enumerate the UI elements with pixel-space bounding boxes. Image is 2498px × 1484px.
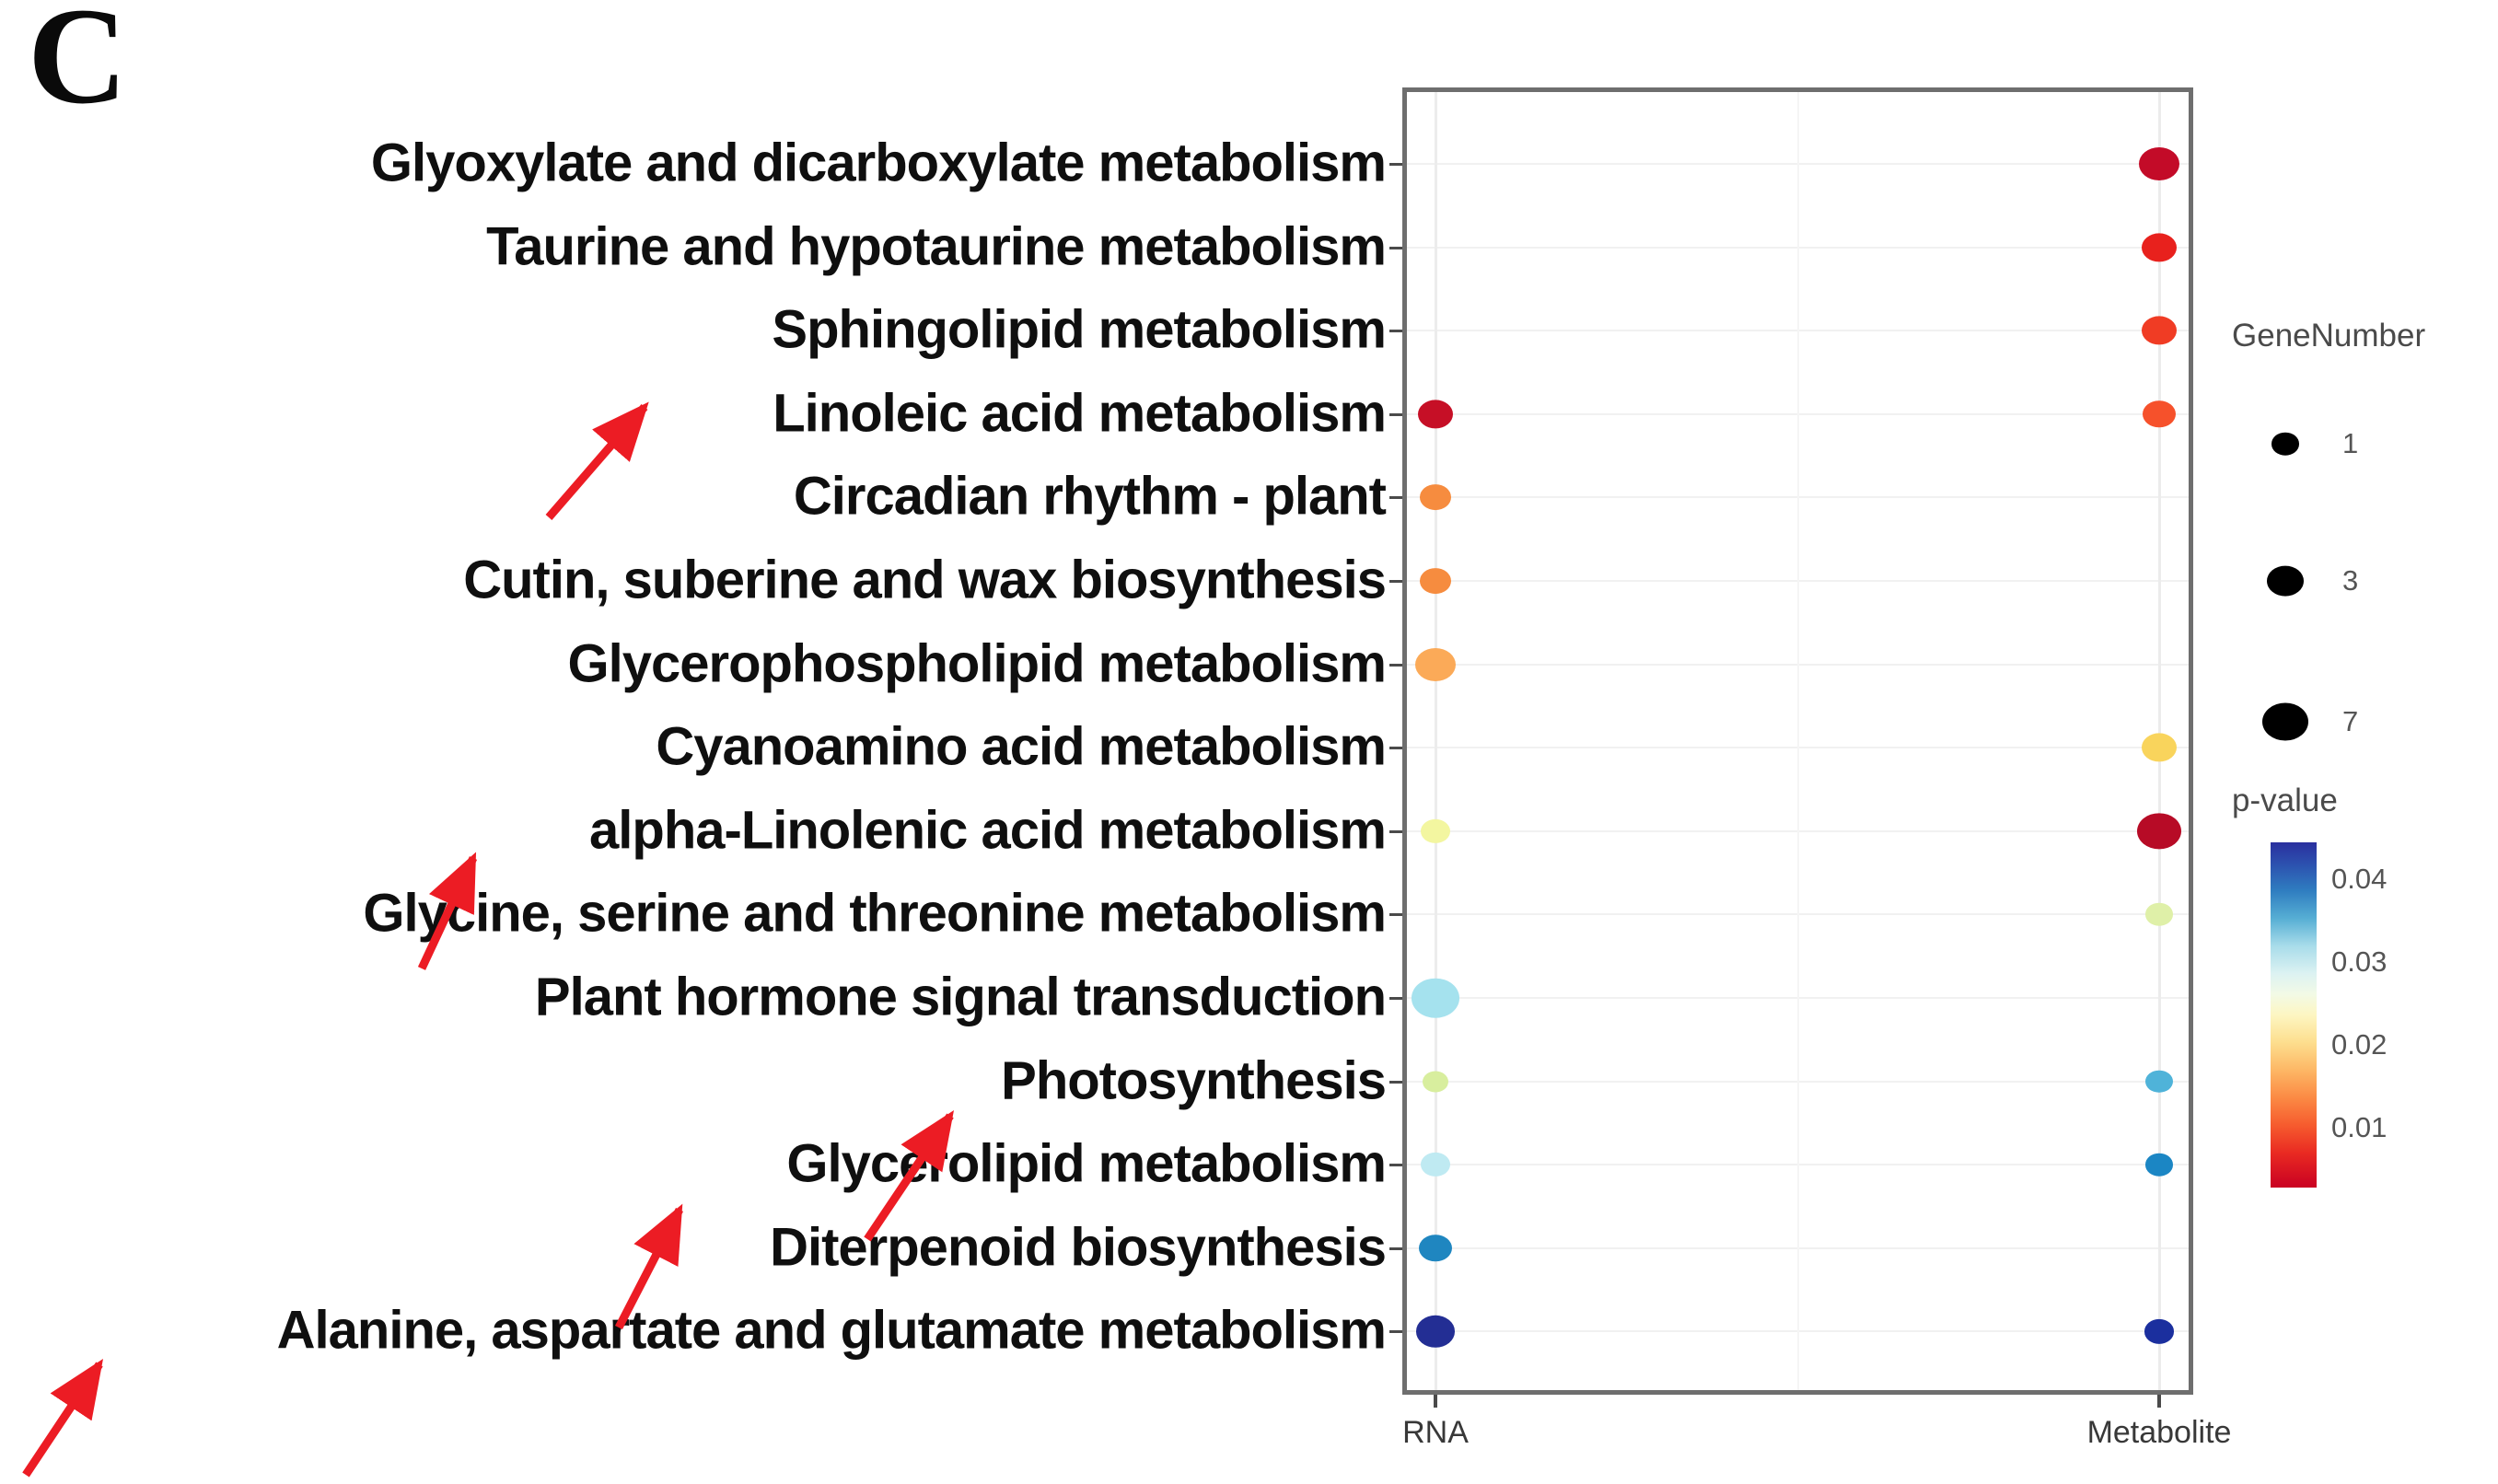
y-axis-tick: [1389, 330, 1402, 333]
data-point-dot: [2137, 813, 2181, 850]
p-value-tick-label: 0.03: [2331, 945, 2388, 978]
y-axis-label: Glycine, serine and threonine metabolism: [363, 883, 1387, 944]
data-point-dot: [2142, 733, 2177, 762]
x-axis-label-metabolite: Metabolite: [2086, 1415, 2232, 1450]
y-axis-label: Photosynthesis: [1001, 1050, 1387, 1111]
gene-number-legend-value: 1: [2342, 427, 2359, 459]
p-value-tick-label: 0.01: [2331, 1111, 2388, 1143]
data-point-dot: [1423, 1071, 1448, 1093]
gene-number-legend-dot: [2267, 565, 2304, 597]
data-point-dot: [1415, 647, 1456, 681]
y-axis-label: Glycerolipid metabolism: [786, 1133, 1387, 1194]
y-axis-label: Alanine, aspartate and glutamate metabol…: [276, 1300, 1387, 1361]
data-point-dot: [1421, 1153, 1450, 1177]
x-axis-tick: [1434, 1395, 1437, 1408]
y-axis-tick: [1389, 1330, 1402, 1334]
y-axis-tick: [1389, 580, 1402, 583]
y-axis-tick: [1389, 1080, 1402, 1084]
y-axis-tick: [1389, 747, 1402, 750]
gene-number-legend-value: 7: [2342, 705, 2359, 737]
y-axis-label: Taurine and hypotaurine metabolism: [486, 216, 1387, 277]
y-axis-label: Plant hormone signal transduction: [534, 967, 1387, 1027]
data-point-dot: [2139, 146, 2179, 181]
p-value-tick-label: 0.02: [2331, 1028, 2388, 1061]
y-axis-tick: [1389, 997, 1402, 1000]
y-axis-tick: [1389, 829, 1402, 833]
y-axis-label: Diterpenoid biosynthesis: [770, 1217, 1387, 1278]
data-point-dot: [2145, 903, 2173, 926]
y-axis-label: alpha-Linolenic acid metabolism: [589, 800, 1387, 861]
data-point-dot: [1420, 568, 1451, 594]
y-axis-label: Cutin, suberine and wax biosynthesis: [463, 550, 1387, 610]
y-axis-tick: [1389, 1246, 1402, 1250]
data-point-dot: [1421, 818, 1450, 843]
data-point-dot: [1416, 1316, 1455, 1348]
column-gridline: [1435, 92, 1437, 1390]
y-axis-tick: [1389, 246, 1402, 249]
y-axis-label: Sphingolipid metabolism: [772, 299, 1387, 360]
y-axis-label: Cyanoamino acid metabolism: [656, 716, 1387, 777]
data-point-dot: [2142, 316, 2177, 345]
data-point-dot: [1412, 978, 1459, 1018]
data-point-dot: [2142, 233, 2177, 262]
y-axis-tick: [1389, 663, 1402, 667]
y-axis-tick: [1389, 412, 1402, 416]
gene-number-legend-value: 3: [2342, 564, 2359, 597]
p-value-colorbar: [2271, 842, 2317, 1188]
gene-number-legend-dot: [2262, 702, 2308, 741]
y-axis-tick: [1389, 496, 1402, 500]
y-axis-label: Glycerophospholipid metabolism: [567, 633, 1387, 694]
data-point-dot: [1418, 400, 1453, 429]
center-gridline: [1797, 92, 1799, 1390]
y-axis-tick: [1389, 1164, 1402, 1167]
y-axis-tick: [1389, 913, 1402, 917]
p-value-tick-label: 0.04: [2331, 863, 2388, 895]
y-axis-label: Glyoxylate and dicarboxylate metabolism: [370, 133, 1387, 193]
p-value-legend-title: p-value: [2232, 783, 2338, 818]
data-point-dot: [2143, 400, 2176, 428]
panel-label: C: [28, 0, 128, 133]
y-axis-tick: [1389, 163, 1402, 166]
y-axis-label: Linoleic acid metabolism: [773, 383, 1387, 444]
data-point-dot: [2144, 1319, 2174, 1344]
gene-number-legend-title: GeneNumber: [2232, 318, 2426, 354]
annotation-arrow: [22, 1359, 103, 1478]
data-point-dot: [1419, 1235, 1452, 1262]
x-axis-tick: [2157, 1395, 2161, 1408]
data-point-dot: [2145, 1070, 2173, 1093]
data-point-dot: [1420, 484, 1451, 511]
gene-number-legend-dot: [2271, 432, 2299, 456]
y-axis-label: Circadian rhythm - plant: [793, 466, 1387, 527]
data-point-dot: [2145, 1153, 2173, 1177]
x-axis-label-rna: RNA: [1402, 1415, 1469, 1450]
